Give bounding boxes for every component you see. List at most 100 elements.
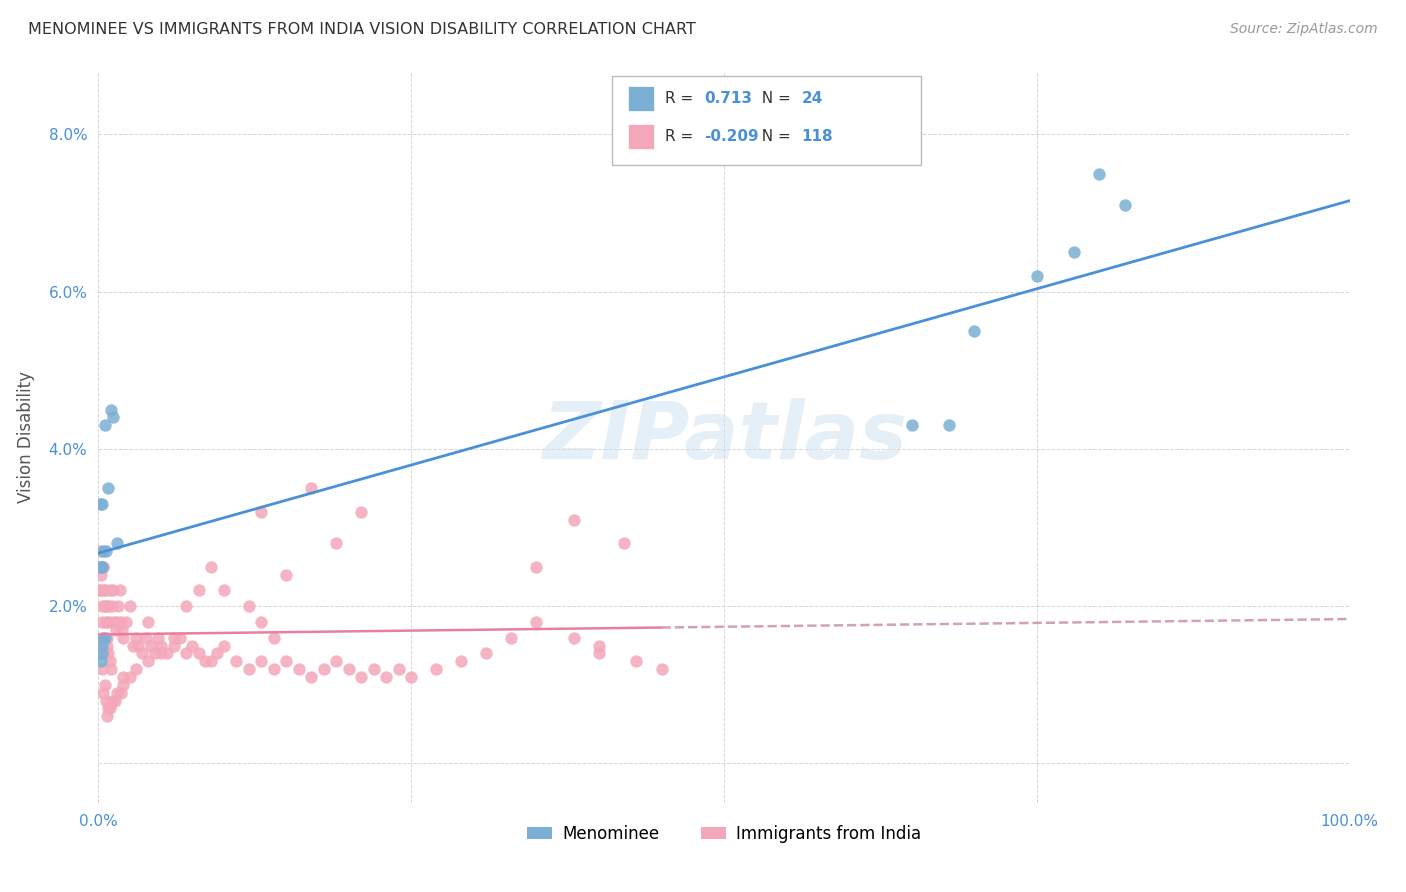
Point	[131, 646, 153, 660]
Point	[112, 631, 135, 645]
Point	[97, 701, 120, 715]
Text: 24: 24	[801, 91, 823, 105]
Point	[90, 583, 112, 598]
Point	[89, 559, 111, 574]
Point	[93, 583, 115, 598]
Point	[90, 567, 112, 582]
Point	[200, 559, 222, 574]
Point	[93, 646, 115, 660]
Point	[100, 662, 122, 676]
Point	[112, 670, 135, 684]
Text: N =: N =	[752, 91, 796, 105]
Point	[613, 536, 636, 550]
Point	[90, 639, 112, 653]
Point	[139, 639, 162, 653]
Point	[1026, 268, 1049, 283]
Point	[97, 646, 120, 660]
Point	[122, 639, 145, 653]
Point	[143, 646, 166, 660]
Text: 118: 118	[801, 129, 832, 144]
Point	[90, 559, 112, 574]
Point	[287, 662, 309, 676]
Text: ZIPatlas: ZIPatlas	[541, 398, 907, 476]
Point	[91, 646, 114, 660]
Point	[1063, 245, 1085, 260]
Point	[94, 615, 117, 629]
Point	[501, 631, 523, 645]
Point	[98, 583, 121, 598]
Point	[107, 599, 129, 614]
Point	[174, 599, 197, 614]
Point	[93, 631, 115, 645]
Point	[225, 654, 247, 668]
Point	[110, 615, 132, 629]
Point	[425, 662, 447, 676]
Point	[401, 670, 423, 684]
Point	[212, 639, 235, 653]
Point	[90, 559, 112, 574]
Point	[90, 654, 112, 668]
Point	[1114, 198, 1136, 212]
Point	[101, 693, 124, 707]
Point	[187, 646, 209, 660]
Point	[103, 410, 125, 425]
Point	[325, 536, 347, 550]
Point	[91, 559, 114, 574]
Point	[97, 481, 120, 495]
Point	[375, 670, 398, 684]
Point	[112, 678, 135, 692]
Text: R =: R =	[665, 129, 699, 144]
Point	[200, 654, 222, 668]
Point	[98, 654, 121, 668]
Point	[90, 559, 112, 574]
Point	[169, 631, 191, 645]
Point	[938, 418, 960, 433]
Point	[89, 583, 111, 598]
Text: N =: N =	[752, 129, 796, 144]
Point	[96, 639, 118, 653]
Point	[274, 654, 298, 668]
Point	[105, 536, 128, 550]
Point	[138, 615, 160, 629]
Point	[181, 639, 204, 653]
Point	[350, 505, 373, 519]
Point	[89, 497, 111, 511]
Point	[350, 670, 373, 684]
Point	[337, 662, 360, 676]
Point	[450, 654, 472, 668]
Text: -0.209: -0.209	[704, 129, 759, 144]
Point	[274, 567, 298, 582]
Point	[299, 481, 322, 495]
Point	[93, 686, 115, 700]
Point	[96, 709, 118, 723]
Legend: Menominee, Immigrants from India: Menominee, Immigrants from India	[520, 818, 928, 849]
Point	[125, 631, 148, 645]
Text: MENOMINEE VS IMMIGRANTS FROM INDIA VISION DISABILITY CORRELATION CHART: MENOMINEE VS IMMIGRANTS FROM INDIA VISIO…	[28, 22, 696, 37]
Y-axis label: Vision Disability: Vision Disability	[17, 371, 35, 503]
Point	[91, 599, 114, 614]
Point	[588, 639, 610, 653]
Point	[89, 559, 111, 574]
Point	[91, 639, 114, 653]
Point	[94, 544, 117, 558]
Point	[110, 686, 132, 700]
Text: 0.713: 0.713	[704, 91, 752, 105]
Point	[91, 631, 114, 645]
Point	[91, 615, 114, 629]
Point	[562, 631, 585, 645]
Point	[125, 662, 148, 676]
Point	[238, 599, 260, 614]
Text: R =: R =	[665, 91, 699, 105]
Text: Source: ZipAtlas.com: Source: ZipAtlas.com	[1230, 22, 1378, 37]
Point	[115, 615, 138, 629]
Point	[299, 670, 322, 684]
Point	[100, 615, 122, 629]
Point	[127, 639, 149, 653]
Point	[93, 559, 115, 574]
Point	[250, 505, 273, 519]
Point	[93, 678, 115, 692]
Point	[187, 583, 209, 598]
Point	[263, 662, 285, 676]
Point	[118, 670, 141, 684]
Point	[1088, 167, 1111, 181]
